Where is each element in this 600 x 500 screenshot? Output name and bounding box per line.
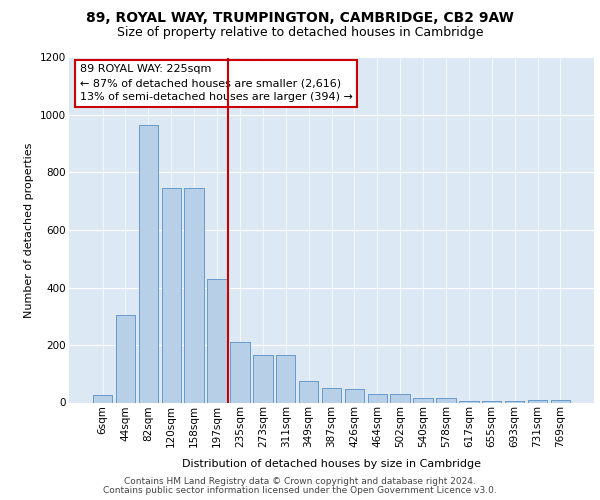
Bar	[482, 401, 502, 402]
Bar	[276, 355, 295, 403]
Bar	[161, 188, 181, 402]
Bar	[391, 394, 410, 402]
Bar	[253, 355, 272, 403]
Text: 89 ROYAL WAY: 225sqm
← 87% of detached houses are smaller (2,616)
13% of semi-de: 89 ROYAL WAY: 225sqm ← 87% of detached h…	[79, 64, 352, 102]
Text: Contains public sector information licensed under the Open Government Licence v3: Contains public sector information licen…	[103, 486, 497, 495]
Bar	[551, 400, 570, 402]
Text: 89, ROYAL WAY, TRUMPINGTON, CAMBRIDGE, CB2 9AW: 89, ROYAL WAY, TRUMPINGTON, CAMBRIDGE, C…	[86, 11, 514, 25]
Bar	[93, 396, 112, 402]
X-axis label: Distribution of detached houses by size in Cambridge: Distribution of detached houses by size …	[182, 458, 481, 468]
Bar	[528, 400, 547, 402]
Y-axis label: Number of detached properties: Number of detached properties	[25, 142, 34, 318]
Bar	[184, 188, 204, 402]
Text: Size of property relative to detached houses in Cambridge: Size of property relative to detached ho…	[117, 26, 483, 39]
Bar	[299, 381, 319, 402]
Bar	[459, 401, 479, 402]
Bar	[505, 401, 524, 402]
Bar	[139, 125, 158, 402]
Bar	[368, 394, 387, 402]
Bar	[230, 342, 250, 402]
Bar	[413, 398, 433, 402]
Bar	[208, 279, 227, 402]
Text: Contains HM Land Registry data © Crown copyright and database right 2024.: Contains HM Land Registry data © Crown c…	[124, 477, 476, 486]
Bar	[116, 315, 135, 402]
Bar	[322, 388, 341, 402]
Bar	[436, 398, 455, 402]
Bar	[344, 388, 364, 402]
